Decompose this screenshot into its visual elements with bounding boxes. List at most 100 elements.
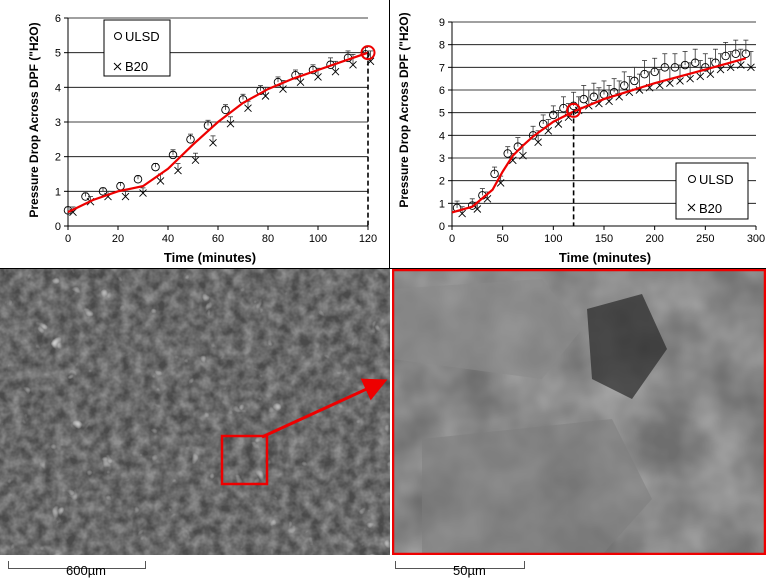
chart-right-point-b20: [519, 151, 527, 160]
chart-right-point-ulsd: [490, 169, 499, 179]
chart-left-legend-ulsd-marker: [114, 32, 122, 40]
chart-right: Time (minutes) Pressure Drop Across DPF …: [397, 12, 765, 265]
chart-right-legend-ulsd-label: ULSD: [699, 172, 734, 187]
chart-right-point-ulsd: [630, 76, 639, 86]
chart-left-ytick-label: 3: [55, 117, 61, 129]
chart-right-xtick-label: 250: [696, 233, 714, 245]
chart-left-xtick-label: 40: [162, 233, 174, 245]
chart-left-highlight-circle: [360, 45, 376, 61]
sem-image-high-magnification: [392, 269, 766, 555]
chart-right-point-b20: [473, 205, 482, 213]
chart-right-point-b20: [747, 63, 755, 72]
chart-left-ylabel: Pressure Drop Across DPF ("H2O): [27, 22, 41, 217]
chart-left-point-b20: [139, 189, 147, 197]
chart-right-point-ulsd: [528, 131, 538, 140]
chart-right-highlight-circle: [566, 102, 582, 118]
chart-right-point-ulsd: [468, 201, 477, 210]
chart-right-xtick-label: 300: [747, 233, 765, 245]
chart-right-ytick-label: 1: [439, 198, 445, 210]
chart-right-ytick-label: 0: [439, 221, 445, 233]
chart-right-point-b20: [676, 77, 684, 85]
chart-left-legend-b20-label: B20: [125, 59, 148, 74]
scale-bar-left-label: 600µm: [66, 563, 107, 578]
chart-right-point-b20: [716, 65, 725, 74]
chart-left-legend-b20-marker: [113, 62, 122, 71]
chart-right-ylabel: Pressure Drop Across DPF ("H2O): [397, 12, 411, 207]
chart-left-ytick-label: 4: [55, 82, 61, 94]
chart-right-xtick-label: 50: [497, 233, 509, 245]
chart-right-ytick-label: 6: [439, 85, 445, 97]
chart-left-point-ulsd: [221, 105, 230, 115]
chart-left-point-b20: [314, 73, 322, 81]
sem-dark-cavity: [587, 294, 667, 399]
scale-bar-right: 50µm: [395, 555, 595, 579]
scale-bar-left: 600µm: [8, 555, 308, 579]
chart-left-xtick-label: 120: [359, 233, 377, 245]
chart-left-point-b20: [209, 138, 217, 147]
chart-right-point-b20: [696, 72, 705, 81]
chart-right-ytick-label: 5: [439, 108, 445, 120]
chart-left-xlabel: Time (minutes): [164, 250, 256, 265]
chart-left-ytick-label: 5: [55, 48, 61, 60]
chart-right-ytick-label: 7: [439, 62, 445, 74]
chart-left-ytick-label: 1: [55, 186, 61, 198]
chart-left-ytick-label: 0: [55, 221, 61, 233]
chart-left-point-b20: [261, 92, 270, 100]
zoom-region-marker: [220, 434, 269, 486]
chart-right-ytick-label: 8: [439, 40, 445, 52]
chart-left-legend-box: [103, 19, 171, 77]
chart-right-xtick-label: 0: [449, 233, 455, 245]
chart-left-point-b20: [296, 78, 305, 86]
chart-left: Time (minutes) Pressure Drop Across DPF …: [27, 13, 377, 265]
sem-crystal-face-lower: [422, 419, 652, 555]
chart-right-point-b20: [686, 74, 694, 83]
sem-crystal-face-upper: [392, 279, 582, 379]
chart-left-ytick-label: 2: [55, 152, 61, 164]
chart-left-point-b20: [244, 104, 252, 112]
chart-right-legend-b20-marker: [687, 203, 696, 212]
chart-left-xtick-label: 80: [262, 233, 274, 245]
chart-right-point-b20: [534, 138, 542, 146]
chart-right-point-ulsd: [701, 63, 710, 72]
chart-left-point-b20: [331, 67, 340, 76]
chart-left-ytick-label: 6: [55, 13, 61, 25]
chart-left-point-ulsd: [151, 162, 160, 172]
chart-left-point-ulsd: [186, 135, 195, 144]
chart-left-point-b20: [191, 156, 200, 164]
scale-bar-right-line: [395, 561, 525, 569]
chart-right-xtick-label: 100: [544, 233, 562, 245]
chart-left-xtick-label: 20: [112, 233, 124, 245]
chart-left-point-b20: [279, 85, 287, 93]
panel-divider-horizontal: [0, 268, 766, 269]
chart-left-point-b20: [174, 166, 182, 175]
chart-left-legend: ULSD B20: [103, 19, 171, 77]
chart-right-ytick-label: 3: [439, 153, 445, 165]
chart-left-point-ulsd: [203, 121, 213, 130]
chart-left-point-b20: [121, 192, 130, 201]
chart-right-legend-ulsd-marker: [688, 175, 696, 183]
chart-left-xtick-label: 0: [65, 233, 71, 245]
chart-right-legend-box: [675, 162, 749, 220]
chart-right-point-ulsd: [579, 94, 588, 104]
chart-right-fit-line: [451, 57, 747, 214]
chart-right-point-b20: [706, 70, 715, 78]
chart-left-xtick-label: 60: [212, 233, 224, 245]
chart-left-legend-ulsd-label: ULSD: [125, 29, 160, 44]
chart-right-point-ulsd: [620, 81, 629, 90]
chart-left-point-b20: [156, 177, 165, 185]
chart-right-xtick-label: 150: [595, 233, 613, 245]
scale-bar-left-line: [8, 561, 146, 569]
chart-right-point-ulsd: [721, 51, 730, 61]
chart-right-point-b20: [726, 63, 735, 72]
chart-right-legend-b20-label: B20: [699, 201, 722, 216]
chart-right-xtick-label: 200: [645, 233, 663, 245]
chart-right-point-ulsd: [549, 110, 558, 120]
chart-left-point-ulsd: [133, 174, 143, 184]
chart-left-point-b20: [349, 60, 357, 69]
scale-bar-right-label: 50µm: [453, 563, 486, 578]
chart-left-point-ulsd: [291, 70, 300, 80]
chart-right-ytick-label: 4: [439, 130, 445, 142]
chart-right-plot: 0 1 2 3 4 5 6 7 8 9 0 50 100 150 200 250 300: [439, 17, 765, 245]
chart-right-xlabel: Time (minutes): [559, 250, 651, 265]
